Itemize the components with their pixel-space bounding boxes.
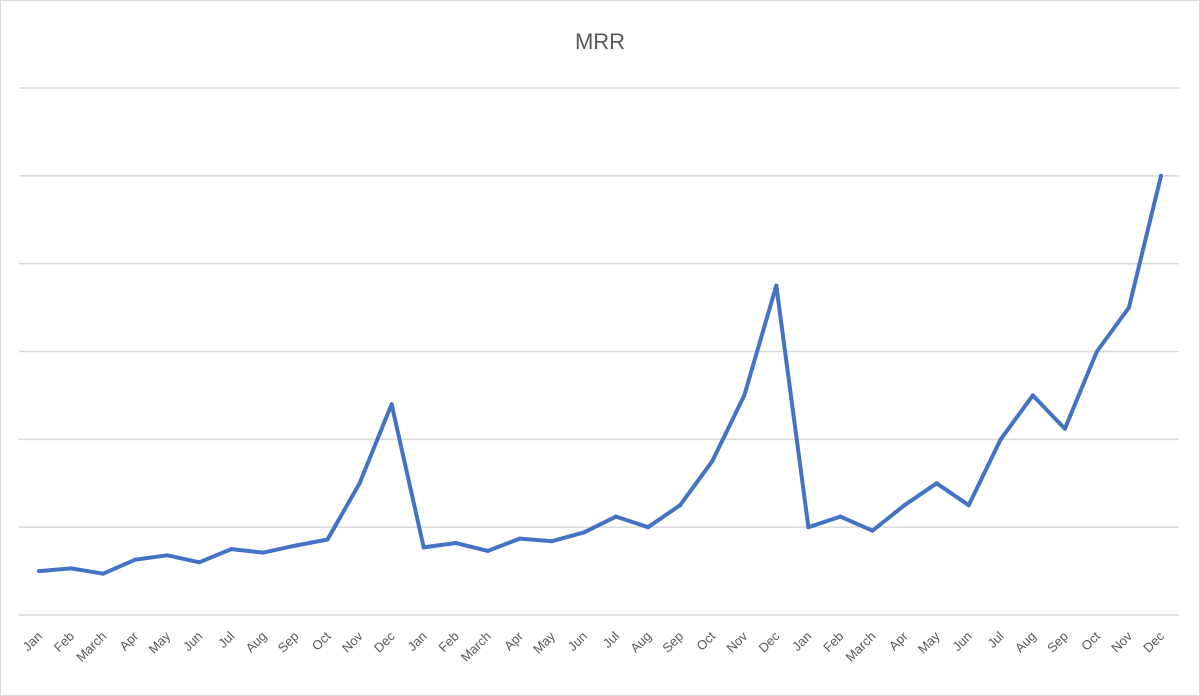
data-point xyxy=(966,503,971,508)
x-tick-label: Aug xyxy=(243,629,270,656)
x-tick-label: Nov xyxy=(1108,628,1135,655)
data-point xyxy=(549,539,554,544)
data-point xyxy=(678,503,683,508)
data-point xyxy=(1062,426,1067,431)
data-point xyxy=(485,548,490,553)
data-point xyxy=(389,402,394,407)
x-tick-label: Aug xyxy=(627,629,654,656)
data-point xyxy=(806,525,811,530)
x-tick-label: Apr xyxy=(116,628,141,653)
data-point xyxy=(902,503,907,508)
data-point xyxy=(774,283,779,288)
data-point xyxy=(838,514,843,519)
x-tick-label: Sep xyxy=(659,629,686,656)
x-tick-label: Apr xyxy=(886,628,911,653)
data-point xyxy=(581,530,586,535)
x-tick-label: March xyxy=(73,629,109,665)
data-point xyxy=(101,571,106,576)
x-tick-label: Oct xyxy=(693,628,718,653)
x-tick-label: Dec xyxy=(755,628,782,655)
data-point xyxy=(165,553,170,558)
x-tick-label: May xyxy=(530,628,558,656)
x-tick-label: Jan xyxy=(404,629,429,654)
x-tick-label: Jan xyxy=(20,629,45,654)
data-point xyxy=(934,481,939,486)
data-point xyxy=(710,459,715,464)
series-line-mrr xyxy=(37,173,1163,576)
data-point xyxy=(357,481,362,486)
x-tick-label: Aug xyxy=(1012,629,1039,656)
x-tick-label: May xyxy=(145,628,173,656)
data-point xyxy=(229,547,234,552)
x-tick-label: Feb xyxy=(820,629,846,655)
x-tick-label: Nov xyxy=(339,628,366,655)
x-tick-label: Feb xyxy=(435,629,461,655)
x-tick-label: Jun xyxy=(180,629,205,654)
gridlines xyxy=(19,87,1179,616)
x-tick-label: Sep xyxy=(1044,629,1071,656)
chart-title: MRR xyxy=(574,29,626,54)
data-point xyxy=(646,525,651,530)
data-point xyxy=(453,540,458,545)
x-tick-label: Sep xyxy=(275,629,302,656)
data-point xyxy=(1030,393,1035,398)
data-point xyxy=(197,560,202,565)
data-point xyxy=(69,566,74,571)
x-tick-label: Oct xyxy=(1078,628,1103,653)
data-point xyxy=(133,557,138,562)
x-tick-label: Jun xyxy=(565,629,590,654)
data-point xyxy=(421,545,426,550)
x-tick-label: Jun xyxy=(949,629,974,654)
x-tick-label: March xyxy=(842,629,878,665)
x-tick-label: Apr xyxy=(501,628,526,653)
x-tick-label: Dec xyxy=(1140,628,1167,655)
data-point xyxy=(870,528,875,533)
data-point xyxy=(1094,349,1099,354)
data-point xyxy=(293,543,298,548)
data-point xyxy=(614,514,619,519)
x-tick-label: May xyxy=(915,628,943,656)
x-tick-label: Jan xyxy=(789,629,814,654)
x-tick-label: Oct xyxy=(309,628,334,653)
data-point xyxy=(742,393,747,398)
data-point xyxy=(998,437,1003,442)
x-tick-label: Jul xyxy=(600,628,622,650)
x-tick-label: Nov xyxy=(723,628,750,655)
data-point xyxy=(1159,173,1163,178)
x-tick-label: Jul xyxy=(215,628,237,650)
x-tick-label: Feb xyxy=(51,629,77,655)
x-tick-label: Dec xyxy=(371,628,398,655)
data-point xyxy=(261,550,266,555)
data-point xyxy=(325,537,330,542)
data-point xyxy=(1126,305,1131,310)
data-point xyxy=(517,536,522,541)
series-group xyxy=(37,173,1163,576)
x-tick-label: Jul xyxy=(984,628,1006,650)
x-tick-label: March xyxy=(458,629,494,665)
data-point xyxy=(37,569,41,574)
